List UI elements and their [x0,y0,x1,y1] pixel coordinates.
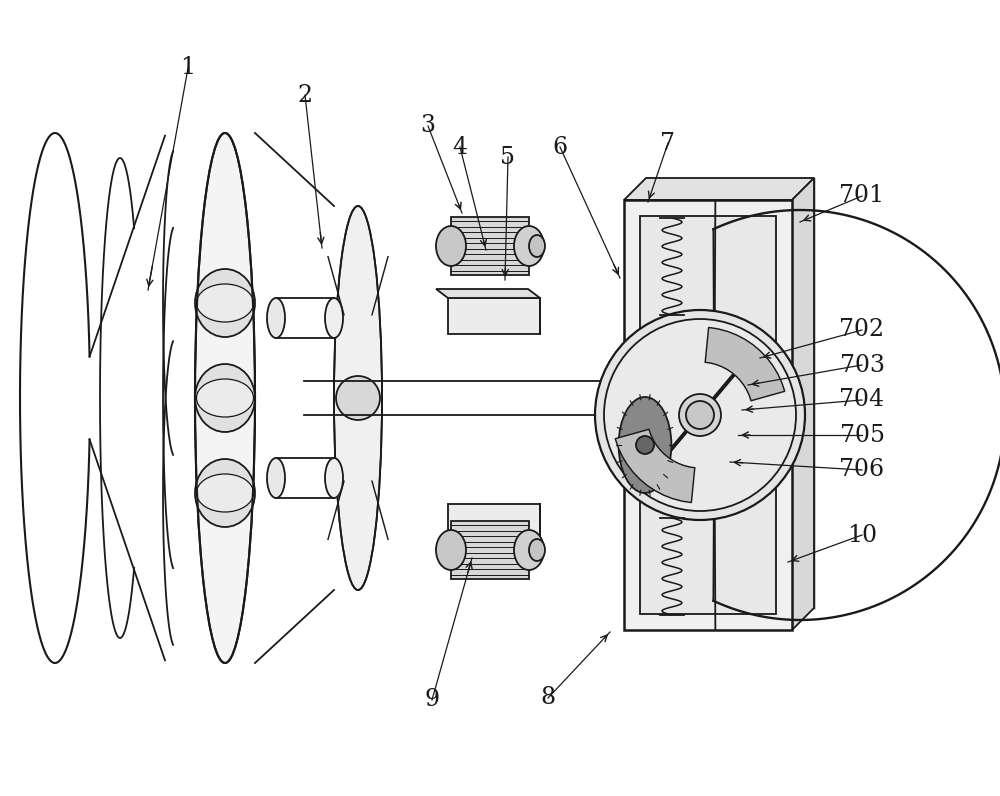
Text: 4: 4 [452,135,468,158]
Polygon shape [705,327,785,400]
Bar [646,178,814,608]
Text: 701: 701 [839,185,885,208]
Ellipse shape [636,436,654,454]
Ellipse shape [196,379,254,417]
Text: 10: 10 [847,524,877,547]
Ellipse shape [686,401,714,429]
Ellipse shape [679,394,721,436]
Ellipse shape [195,269,255,337]
Ellipse shape [514,530,544,570]
Text: 8: 8 [540,686,556,709]
Text: 3: 3 [420,115,436,138]
Text: 1: 1 [180,57,196,80]
Ellipse shape [195,364,255,432]
Text: 9: 9 [424,689,440,712]
Bar [451,217,529,275]
Polygon shape [436,540,540,549]
Polygon shape [624,178,814,200]
Ellipse shape [721,381,735,415]
Ellipse shape [334,206,382,590]
Text: 2: 2 [297,84,313,107]
Ellipse shape [619,397,671,493]
Ellipse shape [196,284,254,322]
Ellipse shape [529,539,545,561]
Ellipse shape [436,226,466,266]
Text: 703: 703 [840,353,885,377]
Ellipse shape [514,226,544,266]
Text: 7: 7 [660,131,676,154]
Ellipse shape [336,376,380,420]
Text: 704: 704 [839,388,885,412]
Ellipse shape [267,458,285,498]
Ellipse shape [196,474,254,512]
Ellipse shape [325,458,343,498]
Bar [624,200,792,630]
Ellipse shape [267,298,285,338]
Ellipse shape [325,298,343,338]
Text: 706: 706 [839,458,885,482]
Ellipse shape [595,310,805,520]
Bar [640,216,776,614]
Ellipse shape [529,235,545,257]
Ellipse shape [604,319,796,511]
Polygon shape [792,178,814,630]
Bar [448,298,540,334]
Polygon shape [615,429,695,502]
Text: 5: 5 [501,146,516,169]
Text: 705: 705 [840,423,885,447]
Polygon shape [436,289,540,298]
Ellipse shape [195,459,255,527]
Bar [448,504,540,540]
Ellipse shape [436,530,466,570]
Text: 6: 6 [552,135,568,158]
Text: 702: 702 [839,318,885,341]
Ellipse shape [195,133,255,663]
Bar [451,521,529,579]
